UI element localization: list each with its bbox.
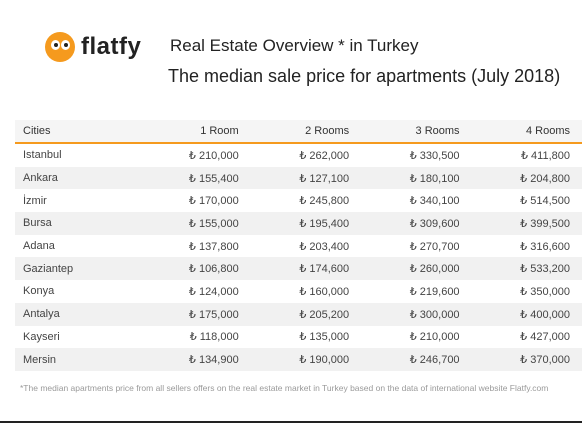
price-cell: ₺ 210,000 [409, 331, 460, 344]
price-cell: ₺ 174,600 [250, 257, 362, 281]
table-row: Kayseri ₺ 118,000 ₺ 135,000 ₺ 210,000 ₺ 427,… [15, 326, 582, 349]
price-cell: ₺ 195,400 [250, 212, 362, 235]
price-cell: ₺ 127,100 [250, 166, 362, 190]
table-row: İzmir ₺ 170,000 ₺ 245,800 ₺ 340,100 ₺ 514,50… [15, 189, 582, 212]
price-cell: ₺ 175,000 [140, 302, 251, 326]
city-name-cell: Antalya [15, 302, 141, 326]
price-cell: ₺ 262,000 [299, 149, 350, 162]
price-cell: ₺ 245,800 [299, 195, 350, 208]
price-cell: ₺ 370,000 [471, 348, 582, 371]
price-cell: ₺ 309,600 [361, 212, 472, 235]
price-cell: ₺ 300,000 [361, 302, 472, 326]
price-cell: ₺ 203,400 [299, 240, 350, 253]
price-cell: ₺ 350,000 [520, 285, 570, 298]
city-name-cell: Kayseri [23, 330, 60, 343]
city-name-cell: Adana [23, 240, 55, 253]
price-cell: ₺ 210,000 [188, 149, 239, 162]
table-row: Bursa ₺ 155,000 ₺ 195,400 ₺ 309,600 ₺ 399,50… [15, 212, 582, 235]
price-table: Cities 1 Room 2 Rooms 3 Rooms 4 Rooms Is… [15, 120, 582, 371]
price-cell: ₺ 399,500 [471, 212, 582, 235]
brand-name: flatfy [81, 33, 142, 60]
city-name-cell: İzmir [23, 194, 47, 207]
price-cell: ₺ 137,800 [188, 240, 239, 253]
price-cell: ₺ 205,200 [250, 302, 362, 326]
price-cell: ₺ 219,600 [409, 285, 460, 298]
flatfy-logo: flatfy [45, 32, 141, 62]
price-cell: ₺ 260,000 [361, 257, 472, 281]
table-row: Adana ₺ 137,800 ₺ 203,400 ₺ 270,700 ₺ 316,60… [15, 235, 582, 258]
price-cell: ₺ 134,900 [140, 348, 251, 371]
flatfy-owl-icon [45, 32, 75, 62]
price-cell: ₺ 514,500 [520, 195, 570, 208]
city-name-cell: Gaziantep [15, 257, 141, 281]
table-row: Ankara ₺ 155,400 ₺ 127,100 ₺ 180,100 ₺ 204,8… [15, 166, 582, 190]
price-cell: ₺ 170,000 [188, 195, 239, 208]
city-name-cell: Mersin [15, 348, 141, 371]
price-cell: ₺ 316,600 [520, 240, 570, 253]
price-cell: ₺ 246,700 [361, 348, 472, 371]
price-cell: ₺ 160,000 [299, 285, 350, 298]
price-cell: ₺ 118,000 [189, 331, 239, 344]
price-cell: ₺ 135,000 [299, 331, 350, 344]
price-cell: ₺ 155,000 [140, 212, 251, 235]
price-cell: ₺ 190,000 [250, 348, 362, 371]
price-cell: ₺ 180,100 [361, 166, 472, 190]
column-header-cities: Cities [15, 120, 141, 144]
table-row: Istanbul ₺ 210,000 ₺ 262,000 ₺ 330,500 ₺ 411… [15, 143, 582, 167]
price-cell: ₺ 270,700 [409, 240, 460, 253]
page-title: Real Estate Overview * in Turkey [170, 36, 419, 55]
city-name-cell: Istanbul [23, 149, 62, 162]
price-cell: ₺ 124,000 [188, 285, 239, 298]
table-row: Antalya ₺ 175,000 ₺ 205,200 ₺ 300,000 ₺ 400,… [15, 302, 582, 326]
column-header-2-rooms: 2 Rooms [250, 120, 362, 144]
price-cell: ₺ 340,100 [409, 195, 460, 208]
price-cell: ₺ 330,500 [409, 149, 460, 162]
city-name-cell: Ankara [15, 166, 141, 190]
table-header-row: Cities 1 Room 2 Rooms 3 Rooms 4 Rooms [15, 120, 582, 144]
column-header-1-room: 1 Room [140, 120, 251, 144]
page-subtitle: The median sale price for apartments (Ju… [168, 66, 561, 86]
price-cell: ₺ 427,000 [520, 331, 570, 344]
price-cell: ₺ 533,200 [471, 257, 582, 281]
table-row: Gaziantep ₺ 106,800 ₺ 174,600 ₺ 260,000 ₺ 53… [15, 257, 582, 281]
city-name-cell: Bursa [15, 212, 141, 235]
column-header-4-rooms: 4 Rooms [471, 120, 582, 144]
table-row: Mersin ₺ 134,900 ₺ 190,000 ₺ 246,700 ₺ 370,0… [15, 348, 582, 371]
price-cell: ₺ 106,800 [140, 257, 251, 281]
column-header-3-rooms: 3 Rooms [361, 120, 472, 144]
price-cell: ₺ 155,400 [140, 166, 251, 190]
footnote: *The median apartments price from all se… [20, 383, 549, 393]
price-cell: ₺ 204,800 [471, 166, 582, 190]
city-name-cell: Konya [23, 285, 55, 298]
bottom-divider [0, 421, 582, 423]
price-cell: ₺ 400,000 [471, 302, 582, 326]
table-row: Konya ₺ 124,000 ₺ 160,000 ₺ 219,600 ₺ 350,00… [15, 280, 582, 303]
price-cell: ₺ 411,800 [520, 149, 570, 162]
